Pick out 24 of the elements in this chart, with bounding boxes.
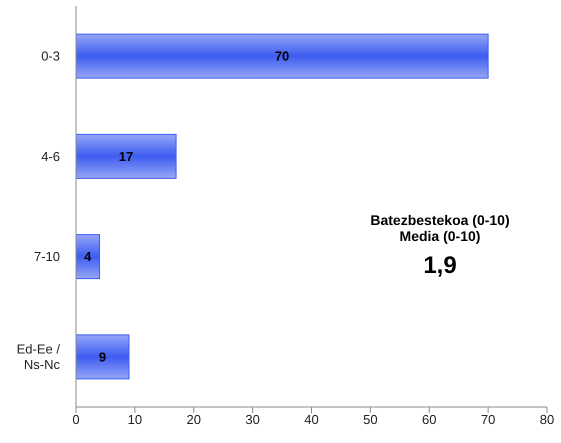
- y-tick-label: 7-10: [34, 249, 60, 264]
- bar: [76, 34, 489, 79]
- x-tick-label: 20: [186, 412, 201, 428]
- data-label: 4: [84, 249, 92, 264]
- x-tick-label: 60: [422, 412, 436, 428]
- x-tick-label: 70: [480, 412, 496, 428]
- y-tick-label: 0-3: [41, 48, 60, 64]
- x-tick-label: 50: [363, 412, 378, 428]
- annotation: Batezbestekoa (0-10): [369, 212, 511, 228]
- y-tick-label: Ed-Ee / Ns-Nc: [16, 342, 60, 372]
- x-tick-label: 0: [72, 412, 80, 428]
- data-label: 70: [274, 48, 290, 64]
- bar: [76, 334, 130, 380]
- x-tick-label: 10: [128, 412, 142, 428]
- annotation: Media (0-10): [398, 228, 482, 244]
- bar: [76, 234, 100, 280]
- data-label: 17: [118, 148, 134, 164]
- annotation: 1,9: [422, 252, 458, 280]
- data-label: 9: [98, 349, 106, 364]
- bar: [76, 134, 177, 179]
- x-tick-label: 80: [540, 412, 554, 428]
- x-tick-label: 30: [245, 412, 260, 428]
- x-tick-label: 40: [304, 412, 319, 428]
- y-tick-label: 4-6: [41, 148, 60, 164]
